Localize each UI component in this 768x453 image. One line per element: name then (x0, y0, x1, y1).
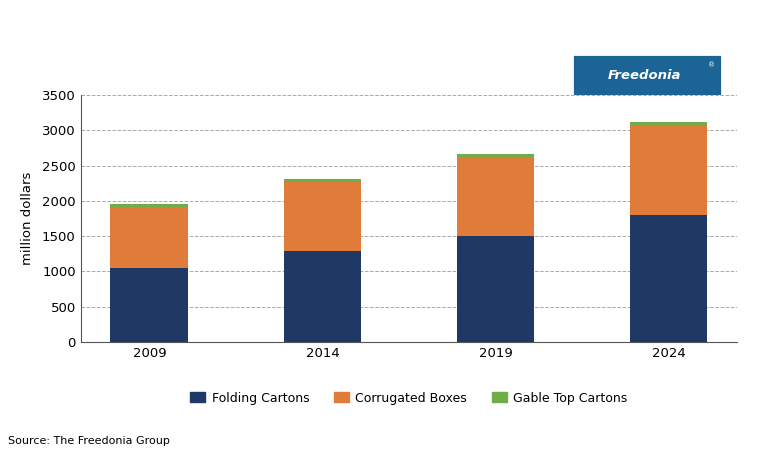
Bar (111, 207, 188, 268)
Text: ®: ® (708, 62, 715, 68)
Legend: Folding Cartons, Corrugated Boxes, Gable Top Cartons: Folding Cartons, Corrugated Boxes, Gable… (185, 386, 633, 410)
Bar (111, 268, 188, 342)
Text: Source: The Freedonia Group: Source: The Freedonia Group (8, 436, 170, 446)
Bar (283, 251, 362, 342)
Bar (630, 122, 707, 126)
Bar (630, 126, 707, 215)
Bar (456, 154, 535, 157)
Bar (283, 182, 362, 251)
Text: Figure 3-2 | Frozen Food Box & Carton Demand by Type, 2009 – 2024 (million dolla: Figure 3-2 | Frozen Food Box & Carton De… (8, 19, 645, 32)
Bar (456, 157, 535, 236)
FancyBboxPatch shape (572, 54, 722, 97)
Bar (283, 179, 362, 182)
Bar (630, 215, 707, 342)
Text: Freedonia: Freedonia (607, 68, 680, 82)
Y-axis label: million dollars: million dollars (21, 172, 34, 265)
Bar (456, 236, 535, 342)
Bar (111, 204, 188, 207)
